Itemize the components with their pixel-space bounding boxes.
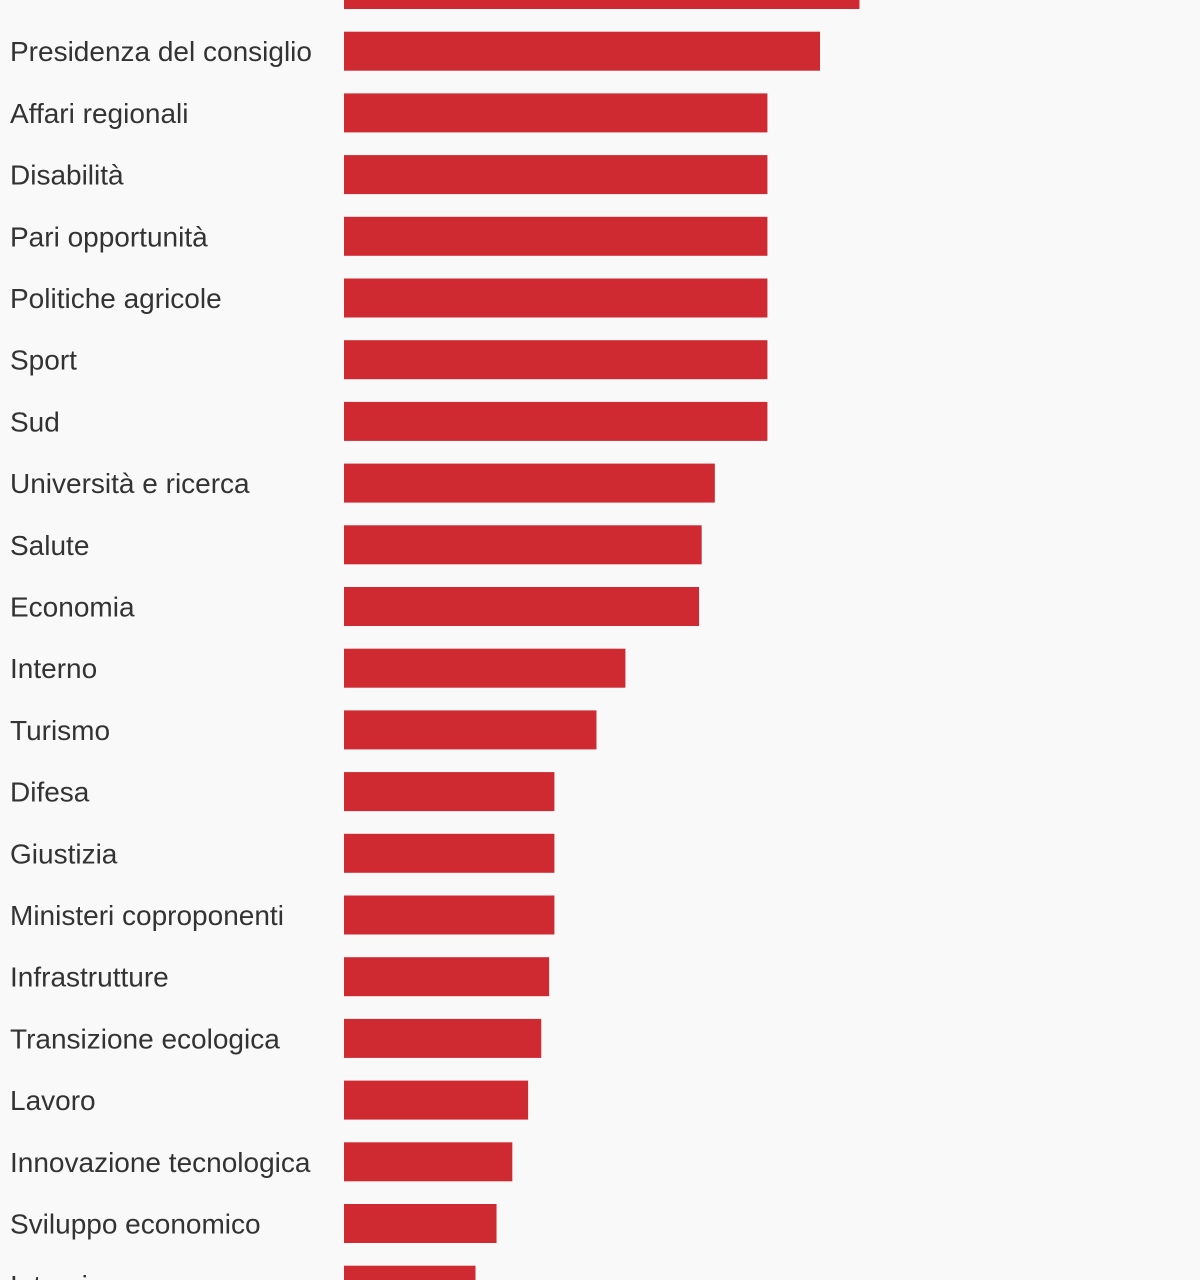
category-label-17: Transizione ecologica xyxy=(10,1023,280,1054)
bar-21 xyxy=(344,1265,476,1280)
category-label-7: Sud xyxy=(10,406,60,437)
category-label-8: Università e ricerca xyxy=(10,468,250,499)
bar-17 xyxy=(344,1018,542,1058)
bar-16 xyxy=(344,957,550,997)
category-label-18: Lavoro xyxy=(10,1085,96,1116)
category-label-13: Difesa xyxy=(10,777,90,808)
bar-19 xyxy=(344,1142,513,1182)
bar-10 xyxy=(344,587,700,626)
category-label-9: Salute xyxy=(10,530,89,561)
bar-12 xyxy=(344,710,597,750)
bar-5 xyxy=(344,278,768,318)
category-label-14: Giustizia xyxy=(10,838,118,869)
bar-13 xyxy=(344,772,555,812)
bar-11 xyxy=(344,648,626,688)
bar-2 xyxy=(344,93,768,133)
bar-14 xyxy=(344,833,555,873)
bar-8 xyxy=(344,463,715,503)
category-label-6: Sport xyxy=(10,345,77,376)
category-label-12: Turismo xyxy=(10,715,110,746)
category-label-20: Sviluppo economico xyxy=(10,1209,261,1240)
category-label-21: Interni xyxy=(10,1270,88,1280)
bar-4 xyxy=(344,216,768,256)
category-label-19: Innovazione tecnologica xyxy=(10,1147,311,1178)
category-label-4: Pari opportunità xyxy=(10,221,208,252)
category-label-15: Ministeri coproponenti xyxy=(10,900,284,931)
bar-0 xyxy=(344,0,860,9)
category-label-2: Affari regionali xyxy=(10,98,188,129)
bar-3 xyxy=(344,155,768,195)
category-label-1: Presidenza del consiglio xyxy=(10,36,312,67)
bar-20 xyxy=(344,1204,497,1243)
category-label-10: Economia xyxy=(10,592,135,623)
category-label-11: Interno xyxy=(10,653,97,684)
bar-15 xyxy=(344,895,555,935)
bar-7 xyxy=(344,401,768,441)
bar-9 xyxy=(344,525,702,565)
bar-6 xyxy=(344,340,768,380)
category-label-3: Disabilità xyxy=(10,160,124,191)
bar-18 xyxy=(344,1080,529,1120)
bar-1 xyxy=(344,31,821,71)
category-label-16: Infrastrutture xyxy=(10,962,169,993)
category-label-5: Politiche agricole xyxy=(10,283,222,314)
